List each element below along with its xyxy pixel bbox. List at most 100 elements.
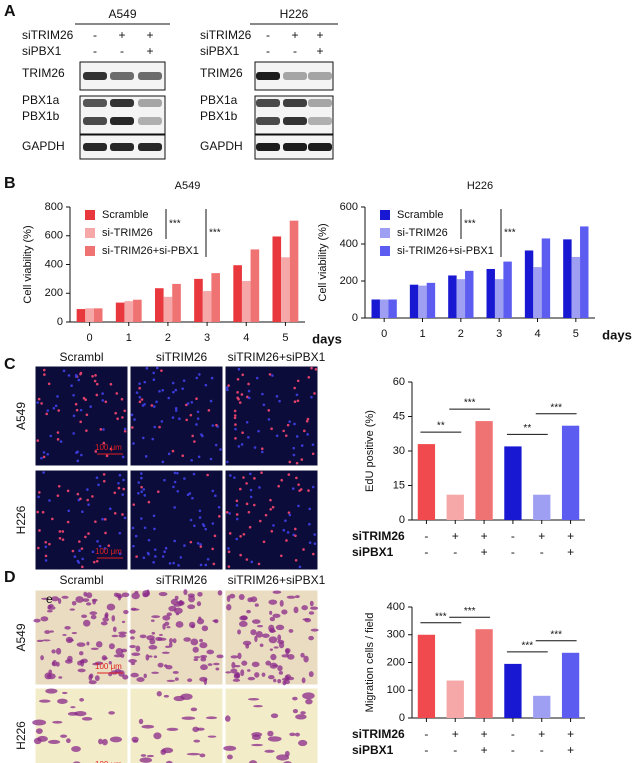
cell-dot bbox=[308, 541, 312, 544]
cell-dot bbox=[95, 382, 99, 386]
cell-stain bbox=[196, 601, 202, 607]
cell-dot bbox=[191, 496, 194, 500]
bar bbox=[281, 257, 290, 322]
cell-stain bbox=[140, 754, 147, 757]
cell-stain bbox=[309, 600, 314, 607]
cell-stain bbox=[156, 691, 162, 697]
condition-sign: + bbox=[538, 529, 545, 543]
cell-dot bbox=[199, 545, 203, 548]
significance-label: *** bbox=[435, 611, 447, 622]
cell-dot bbox=[240, 393, 244, 396]
cell-stain bbox=[102, 617, 109, 622]
bar bbox=[289, 220, 299, 322]
cell-dot bbox=[66, 520, 70, 524]
cell-stain bbox=[199, 642, 208, 649]
cell-stain bbox=[217, 590, 223, 596]
cell-dot bbox=[234, 427, 237, 431]
cell-stain bbox=[187, 678, 193, 683]
cell-stain bbox=[272, 613, 281, 618]
cell-dot bbox=[235, 504, 239, 507]
cell-dot bbox=[98, 544, 102, 548]
cell-dot bbox=[104, 400, 108, 404]
cell-dot bbox=[206, 473, 209, 477]
y-tick-label: 200 bbox=[387, 656, 405, 668]
cell-dot bbox=[225, 510, 229, 514]
cell-dot bbox=[152, 514, 156, 518]
image-row-label: H226 bbox=[14, 505, 28, 534]
cell-dot bbox=[181, 387, 184, 390]
cell-dot bbox=[201, 523, 205, 526]
cell-stain bbox=[98, 738, 103, 745]
cell-dot bbox=[121, 416, 124, 419]
cell-stain bbox=[301, 605, 308, 611]
blot-band bbox=[110, 72, 134, 80]
cell-dot bbox=[86, 488, 89, 491]
cell-dot bbox=[248, 525, 252, 529]
cell-dot bbox=[295, 393, 299, 397]
blot-band bbox=[138, 117, 162, 125]
x-tick-label: 5 bbox=[282, 332, 288, 344]
cell-dot bbox=[51, 517, 54, 521]
cell-dot bbox=[94, 520, 97, 523]
cell-stain bbox=[113, 654, 122, 658]
cell-dot bbox=[247, 396, 251, 400]
cell-stain bbox=[172, 671, 179, 674]
cell-stain bbox=[207, 735, 217, 738]
cell-stain bbox=[162, 623, 166, 630]
condition-sign: - bbox=[424, 529, 428, 543]
cell-dot bbox=[107, 544, 111, 547]
cell-stain bbox=[190, 707, 198, 712]
cell-stain bbox=[52, 659, 57, 667]
cell-dot bbox=[211, 547, 214, 551]
y-tick-label: 400 bbox=[387, 601, 405, 613]
cell-stain bbox=[252, 705, 263, 708]
cell-dot bbox=[139, 472, 143, 475]
cell-stain bbox=[255, 631, 263, 638]
cell-dot bbox=[42, 471, 45, 474]
cell-dot bbox=[234, 437, 237, 440]
cell-dot bbox=[228, 512, 231, 515]
cell-stain bbox=[108, 643, 115, 650]
cell-stain bbox=[131, 592, 140, 600]
cell-stain bbox=[268, 636, 278, 644]
cell-dot bbox=[260, 450, 264, 454]
cell-stain bbox=[173, 607, 183, 614]
cell-dot bbox=[235, 517, 239, 521]
cell-stain bbox=[116, 594, 123, 599]
cell-dot bbox=[227, 384, 230, 387]
cell-dot bbox=[195, 376, 199, 380]
bar bbox=[580, 226, 589, 318]
cell-dot bbox=[271, 505, 275, 509]
cell-stain bbox=[110, 670, 119, 675]
condition-sign: + bbox=[481, 743, 488, 757]
cell-dot bbox=[75, 451, 78, 455]
cell-dot bbox=[237, 445, 241, 448]
cell-stain bbox=[170, 598, 179, 605]
condition-sign: - bbox=[511, 545, 515, 559]
y-tick-label: 400 bbox=[340, 238, 358, 250]
cell-dot bbox=[294, 534, 297, 538]
cell-dot bbox=[37, 495, 40, 499]
cell-stain bbox=[288, 628, 294, 633]
cell-stain bbox=[269, 662, 278, 669]
cell-dot bbox=[236, 377, 240, 381]
cell-stain bbox=[279, 600, 284, 607]
blot-band bbox=[138, 99, 162, 107]
cell-stain bbox=[199, 638, 203, 643]
cell-dot bbox=[92, 560, 96, 564]
y-tick-label: 0 bbox=[399, 514, 405, 526]
cell-stain bbox=[286, 595, 296, 599]
cell-dot bbox=[113, 511, 117, 515]
cell-dot bbox=[255, 376, 259, 380]
cell-dot bbox=[142, 436, 145, 440]
significance-label: *** bbox=[464, 606, 476, 617]
legend-label: si-TRIM26+si-PBX1 bbox=[102, 245, 199, 257]
treatment-label: siTRIM26 bbox=[200, 28, 252, 42]
cell-dot bbox=[238, 401, 242, 404]
cell-dot bbox=[108, 507, 112, 510]
cell-dot bbox=[122, 487, 126, 491]
bar bbox=[563, 239, 572, 318]
cell-dot bbox=[43, 373, 46, 376]
cell-stain bbox=[303, 655, 309, 663]
cell-dot bbox=[118, 552, 122, 555]
